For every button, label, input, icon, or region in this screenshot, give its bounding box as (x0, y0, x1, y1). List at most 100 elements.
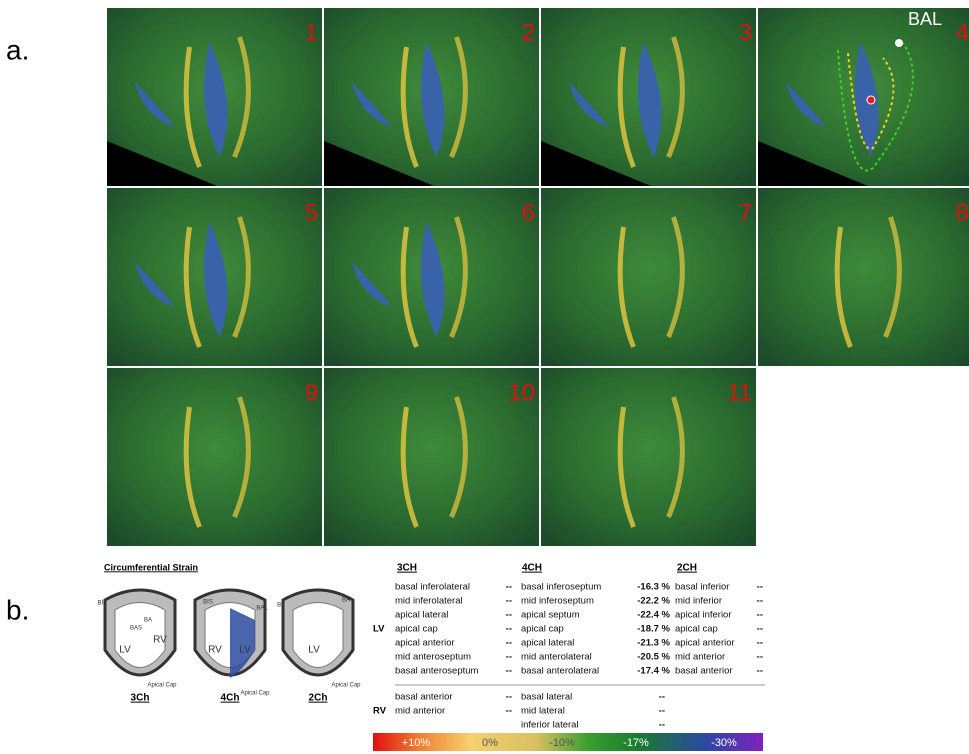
color-scale (373, 733, 763, 751)
segment-value: -21.3 % (637, 638, 670, 649)
diagram-label: BA (144, 618, 152, 624)
segment-name: mid lateral (521, 706, 565, 717)
diagram-label: RV (153, 635, 167, 646)
shadow (541, 141, 651, 186)
segment-value: -- (757, 596, 763, 607)
panel-number: 9 (305, 379, 318, 406)
panel-number: 1 (305, 19, 318, 46)
segment-name: basal lateral (521, 692, 572, 703)
figure-label: a. (6, 34, 29, 65)
marker (895, 39, 903, 47)
blood-pool (203, 42, 228, 157)
segment-name: apical septum (521, 610, 580, 621)
diagram-label: LV (239, 645, 251, 656)
diagram-label: BIS (203, 600, 213, 606)
segment-name: apical anterior (395, 638, 455, 649)
segment-name: mid anterior (395, 706, 445, 717)
segment-value: -- (506, 692, 512, 703)
strain-band (400, 226, 419, 348)
segment-name: basal inferoseptum (521, 582, 601, 593)
image-grid: 1 2 3 BAL 4 5 6 7 8 9 10 11 (107, 8, 969, 546)
strain-band (449, 36, 468, 158)
image-panel: 3 (541, 8, 756, 186)
image-panel: BAL 4 (758, 8, 969, 186)
segment-value: -22.2 % (637, 596, 670, 607)
panel-number: 6 (522, 199, 535, 226)
diagram-label: Apical Cap (331, 683, 361, 689)
column-header: 4CH (522, 563, 542, 574)
strain-band (400, 46, 419, 168)
panel-background (758, 188, 969, 366)
blood-pool (568, 82, 609, 127)
image-panel: 6 (324, 188, 539, 366)
figure-label: b. (6, 594, 29, 625)
panel-background (541, 188, 756, 366)
panel-number: 11 (727, 379, 752, 406)
segment-name: apical cap (521, 624, 564, 635)
strain-band (183, 406, 202, 528)
blood-pool (351, 82, 392, 127)
segment-value: -17.4 % (637, 666, 670, 677)
panel-number: 5 (305, 199, 318, 226)
scale-label: 0% (482, 737, 498, 749)
segment-name: basal inferior (675, 582, 729, 593)
segment-value: -- (659, 692, 665, 703)
segment-name: apical lateral (395, 610, 448, 621)
image-panel: 5 (107, 188, 322, 366)
strain-band (666, 396, 685, 518)
segment-value: -16.3 % (637, 582, 670, 593)
strain-band (449, 216, 468, 338)
column-header: 3CH (397, 563, 417, 574)
strain-table: 3CH 4CH 2CH LV basal inferolateral -- mid infe… (373, 563, 765, 731)
panel-number: 4 (956, 19, 969, 46)
segment-name: apical inferior (675, 610, 732, 621)
diagrams: LV RV BAS BIL BA Apical Cap 3Ch RV LV BIS BAL Apica… (97, 588, 361, 704)
segment-name: mid anterolateral (521, 652, 592, 663)
segment-name: apical anterior (675, 638, 735, 649)
panel-background (107, 368, 322, 546)
diagram-label: BAL (256, 606, 268, 612)
image-panel: 9 (107, 368, 322, 546)
image-panel: 7 (541, 188, 756, 366)
panel-background (541, 368, 756, 546)
segment-name: mid anteroseptum (395, 652, 471, 663)
scale-label: +10% (402, 737, 431, 749)
panel-number: 2 (522, 19, 535, 46)
segment-value: -22.4 % (637, 610, 670, 621)
strain-band (666, 36, 685, 158)
segment-name: apical cap (675, 624, 718, 635)
strain-band (834, 226, 853, 348)
column-header: 2CH (677, 563, 697, 574)
segment-value: -18.7 % (637, 624, 670, 635)
segment-name: apical cap (395, 624, 438, 635)
diagram-caption: 2Ch (309, 693, 328, 704)
panel-number: 7 (739, 199, 752, 226)
panel-number: 3 (739, 19, 752, 46)
panel-number: 10 (508, 379, 535, 406)
image-panel: 11 (541, 368, 756, 546)
segment-value: -- (506, 706, 512, 717)
panel-background (324, 368, 539, 546)
segment-value: -- (506, 652, 512, 663)
shadow (324, 141, 434, 186)
scale-label: -10% (549, 737, 575, 749)
strain-band (617, 406, 636, 528)
segment-name: apical lateral (521, 638, 574, 649)
segment-name: mid anterior (675, 652, 725, 663)
segment-name: inferior lateral (521, 720, 579, 731)
diagram-label: BIL (97, 601, 107, 607)
strain-segment (230, 608, 255, 678)
strain-band (617, 226, 636, 348)
segment-value: -- (506, 582, 512, 593)
segment-name: mid inferoseptum (521, 596, 594, 607)
blood-pool (785, 82, 826, 127)
diagram-label: LV (119, 645, 131, 656)
diagram-caption: 3Ch (131, 693, 150, 704)
strain-band (400, 406, 419, 528)
group-label: RV (373, 706, 387, 717)
segment-value: -- (757, 610, 763, 621)
marker (866, 95, 876, 105)
diagram-label: RV (208, 645, 222, 656)
image-panel: 1 (107, 8, 322, 186)
segment-name: basal inferolateral (395, 582, 470, 593)
